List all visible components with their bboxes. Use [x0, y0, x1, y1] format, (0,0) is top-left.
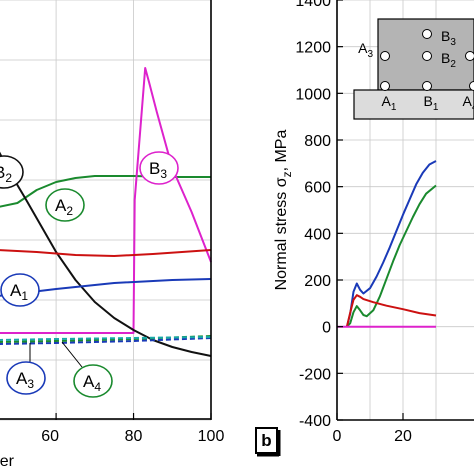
right-y-tick-label: 600	[304, 180, 331, 197]
right-x-ticks: 0 20	[333, 413, 412, 445]
label-a1: A1	[10, 281, 28, 303]
label-a4: A4	[83, 372, 101, 394]
label-a4-circle	[73, 364, 113, 398]
left-series-line-a3	[0, 337, 212, 345]
inset-marker-label: A3	[358, 40, 373, 60]
label-a1-circle	[0, 273, 40, 307]
right-x-tick-label: 20	[394, 428, 412, 445]
left-x-axis-label: ber	[0, 453, 15, 470]
right-series	[337, 160, 437, 328]
right-y-ticks: 1400 1200 1000 800 600 400 200 0 -200 -400	[295, 0, 343, 430]
right-y-tick-label: 0	[322, 320, 331, 337]
label-a2-circle	[45, 188, 85, 222]
right-series-line-0	[345, 160, 437, 327]
inset-marker	[469, 81, 474, 91]
inset-marker-label: B3	[441, 28, 456, 48]
right-y-tick-label: 200	[304, 273, 331, 290]
inset-marker-label: A4	[463, 93, 474, 113]
right-y-tick-label: 400	[304, 226, 331, 243]
label-b3: B3	[149, 159, 167, 181]
label-b3-circle	[139, 151, 179, 185]
label-a2: A2	[55, 196, 73, 218]
left-series-line-b2	[0, 151, 212, 357]
left-series-labels: B2 A2 B3 A1 A3 A4	[0, 151, 179, 398]
svg-text:b: b	[261, 431, 271, 450]
right-y-tick-label: 800	[304, 133, 331, 150]
left-series-line-s3	[0, 249, 212, 257]
left-x-tick-label: 60	[41, 428, 59, 445]
right-y-tick-label: 1200	[295, 40, 331, 57]
label-b2: B2	[0, 163, 12, 185]
right-series-line-2	[345, 294, 437, 327]
left-series-line-a2	[0, 175, 211, 208]
inset-marker	[380, 51, 390, 61]
left-x-ticks: 60 80 100	[41, 413, 224, 445]
right-y-axis-label: Normal stress σz, MPa	[273, 130, 294, 291]
right-series-line-1	[346, 184, 437, 328]
left-series-line-b3	[0, 67, 212, 334]
right-y-tick-label: -400	[299, 413, 331, 430]
inset-marker-label: B2	[441, 50, 456, 70]
inset-marker-label: A1	[382, 93, 397, 113]
panel-label-b: b	[255, 427, 281, 457]
inset-marker	[380, 81, 390, 91]
inset-marker	[422, 81, 432, 91]
right-y-tick-label: -200	[299, 366, 331, 383]
inset-marker-right-edge	[465, 51, 474, 61]
inset-marker	[422, 51, 432, 61]
inset-base-plate	[353, 89, 474, 120]
left-series	[0, 67, 212, 357]
left-x-tick-label: 100	[198, 428, 225, 445]
left-chart: 60 80 100 ber B2 A2 B3 A1 A3 A4	[0, 0, 224, 470]
label-a3: A3	[16, 369, 34, 391]
right-y-tick-label: 1000	[295, 86, 331, 103]
left-series-line-s7	[0, 336, 212, 341]
inset-marker-label: B1	[424, 93, 439, 113]
label-a3-circle	[6, 361, 46, 395]
left-series-line-a4	[0, 335, 212, 343]
inset-point-markers: B3 A3 B2 A1 B1 A4	[358, 28, 474, 113]
right-y-tick-label: 1400	[295, 0, 331, 10]
right-x-tick-label: 0	[333, 428, 342, 445]
left-x-tick-label: 80	[125, 428, 143, 445]
specimen-inset: B3 A3 B2 A1 B1 A4	[353, 18, 474, 120]
leader-a4	[61, 341, 83, 368]
right-chart: 1400 1200 1000 800 600 400 200 0 -200 -400 0 20 No…	[255, 0, 474, 457]
left-plot-frame	[0, 0, 212, 420]
label-b2-circle	[0, 155, 24, 189]
inset-marker	[422, 29, 432, 39]
